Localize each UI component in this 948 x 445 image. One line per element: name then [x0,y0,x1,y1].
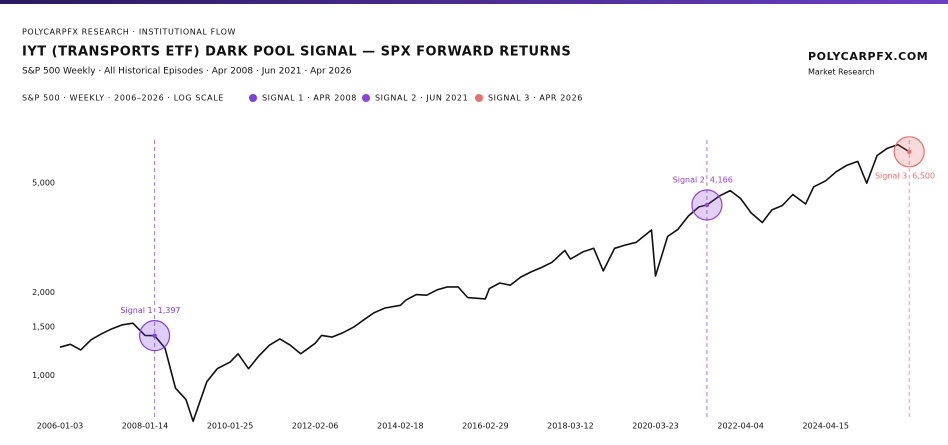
brand-sub: Market Research [808,68,875,77]
x-tick-label: 2008-01-14 [122,422,169,431]
signal-dot [704,202,710,208]
kicker: POLYCARPFX RESEARCH · INSTITUTIONAL FLOW [22,28,236,37]
chart-title: IYT (TRANSPORTS ETF) DARK POOL SIGNAL — … [22,45,571,60]
signal-dot [906,149,912,155]
y-tick-label: 1,500 [32,323,55,332]
y-tick-label: 1,000 [32,371,55,380]
price-line [59,143,910,422]
legend-dot [362,94,370,102]
signal-value: 4,166 [710,175,733,184]
signal-label: Signal 2 [673,175,705,184]
signal-label: Signal 1 [120,306,152,315]
x-tick-label: 2024-04-15 [802,422,849,431]
signal-label: Signal 3 [875,171,907,180]
y-tick-label: 2,000 [32,288,55,297]
x-tick-label: 2010-01-25 [207,422,254,431]
legend-label: SIGNAL 2 · JUN 2021 [375,94,468,103]
x-tick-label: 2016-02-29 [462,422,509,431]
legend-dot [475,94,483,102]
legend-label: SIGNAL 1 · APR 2008 [262,94,357,103]
x-tick-label: 2014-02-18 [377,422,424,431]
x-tick-label: 2006-01-03 [37,422,84,431]
legend-label: SIGNAL 3 · APR 2026 [488,94,583,103]
x-tick-label: 2022-04-04 [717,422,764,431]
subtitle: S&P 500 Weekly · All Historical Episodes… [22,67,352,77]
signal-value: 1,397 [158,306,181,315]
x-tick-label: 2012-02-06 [292,422,339,431]
signal-value: 6,500 [912,171,935,180]
brand: POLYCARPFX.COM [808,50,928,63]
legend-label: S&P 500 · WEEKLY · 2006–2026 · LOG SCALE [22,94,224,103]
x-tick-label: 2020-03-23 [632,422,679,431]
signal-dot [152,333,157,338]
x-tick-label: 2018-03-12 [547,422,594,431]
top-bar [0,0,948,4]
y-tick-label: 5,000 [32,179,55,188]
legend-dot [249,94,257,102]
